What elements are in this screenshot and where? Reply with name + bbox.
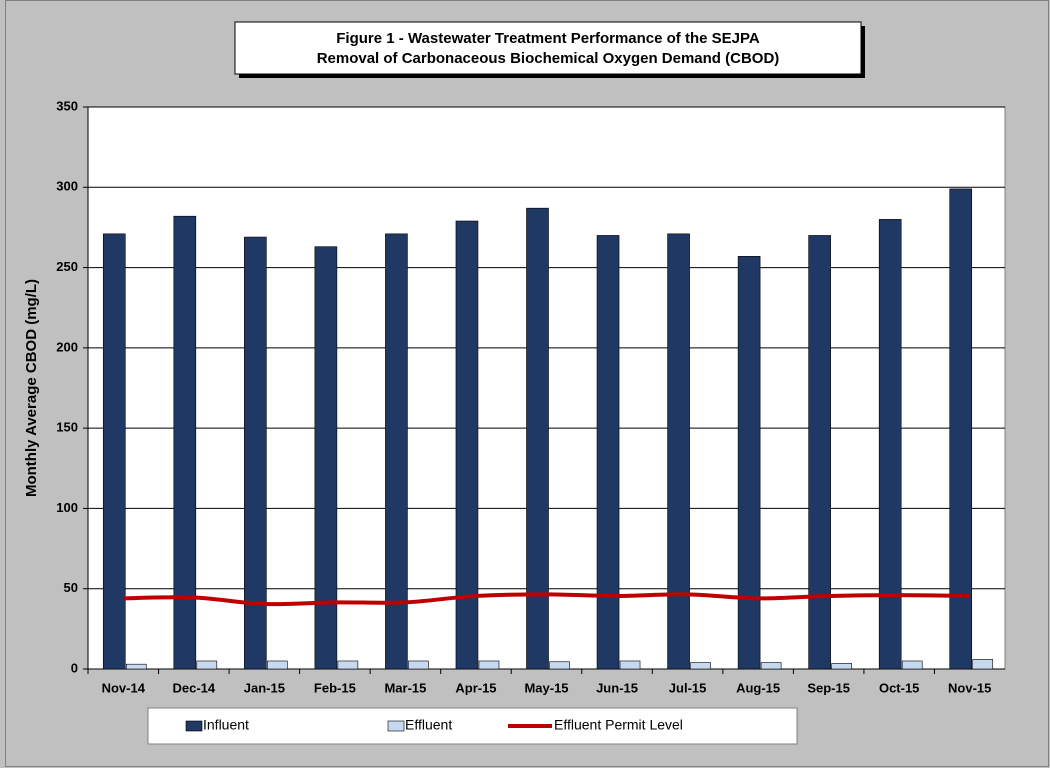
bar bbox=[173, 215, 197, 670]
bar bbox=[667, 233, 690, 670]
x-tick-label: Jun-15 bbox=[596, 680, 638, 695]
x-tick-label: Nov-14 bbox=[102, 680, 146, 695]
y-tick-label: 0 bbox=[71, 660, 78, 675]
bar bbox=[690, 662, 711, 670]
title-box bbox=[234, 21, 862, 75]
bar bbox=[549, 661, 570, 670]
bar bbox=[831, 663, 852, 670]
bar bbox=[760, 662, 782, 670]
x-tick-label: Nov-15 bbox=[948, 680, 991, 695]
x-tick-label: Sep-15 bbox=[807, 680, 850, 695]
bar bbox=[901, 660, 923, 670]
y-tick-label: 200 bbox=[56, 339, 78, 354]
chart-title: Figure 1 - Wastewater Treatment Performa… bbox=[336, 30, 760, 47]
bar bbox=[102, 233, 126, 670]
bar bbox=[337, 660, 359, 670]
bar bbox=[949, 188, 973, 670]
bar bbox=[596, 235, 620, 670]
legend-box bbox=[147, 707, 798, 745]
bar bbox=[972, 659, 994, 670]
bar bbox=[526, 207, 549, 670]
x-tick-label: Dec-14 bbox=[172, 680, 215, 695]
bar bbox=[196, 660, 218, 670]
chart-title: Removal of Carbonaceous Biochemical Oxyg… bbox=[317, 50, 780, 67]
y-tick-label: 100 bbox=[56, 500, 78, 515]
bar bbox=[385, 233, 408, 670]
bar bbox=[125, 663, 147, 670]
legend-swatch bbox=[185, 720, 203, 732]
x-tick-label: Aug-15 bbox=[736, 680, 780, 695]
y-tick-label: 250 bbox=[56, 259, 78, 274]
legend-label: Effluent Permit Level bbox=[554, 717, 683, 733]
y-axis-label: Monthly Average CBOD (mg/L) bbox=[23, 279, 40, 497]
bar bbox=[808, 235, 831, 670]
y-tick-label: 150 bbox=[56, 420, 78, 435]
y-tick-label: 50 bbox=[64, 580, 78, 595]
legend-swatch bbox=[387, 720, 405, 732]
y-tick-label: 300 bbox=[56, 179, 78, 194]
x-tick-label: Feb-15 bbox=[314, 680, 356, 695]
line bbox=[123, 592, 970, 607]
bar bbox=[878, 219, 902, 670]
x-tick-label: Oct-15 bbox=[879, 680, 919, 695]
x-tick-label: May-15 bbox=[524, 680, 568, 695]
x-tick-label: Jan-15 bbox=[244, 680, 285, 695]
bar bbox=[408, 660, 429, 670]
bar bbox=[455, 220, 479, 670]
y-tick-label: 350 bbox=[56, 98, 78, 113]
legend-label: Influent bbox=[203, 717, 249, 733]
bar bbox=[267, 660, 288, 670]
bar bbox=[737, 256, 761, 670]
frame bbox=[5, 0, 1049, 767]
bar bbox=[478, 660, 500, 670]
x-tick-label: Mar-15 bbox=[384, 680, 426, 695]
bar bbox=[619, 660, 641, 670]
x-tick-label: Apr-15 bbox=[455, 680, 496, 695]
legend-label: Effluent bbox=[405, 717, 452, 733]
bar bbox=[244, 236, 267, 670]
bar bbox=[314, 246, 338, 670]
x-tick-label: Jul-15 bbox=[669, 680, 707, 695]
